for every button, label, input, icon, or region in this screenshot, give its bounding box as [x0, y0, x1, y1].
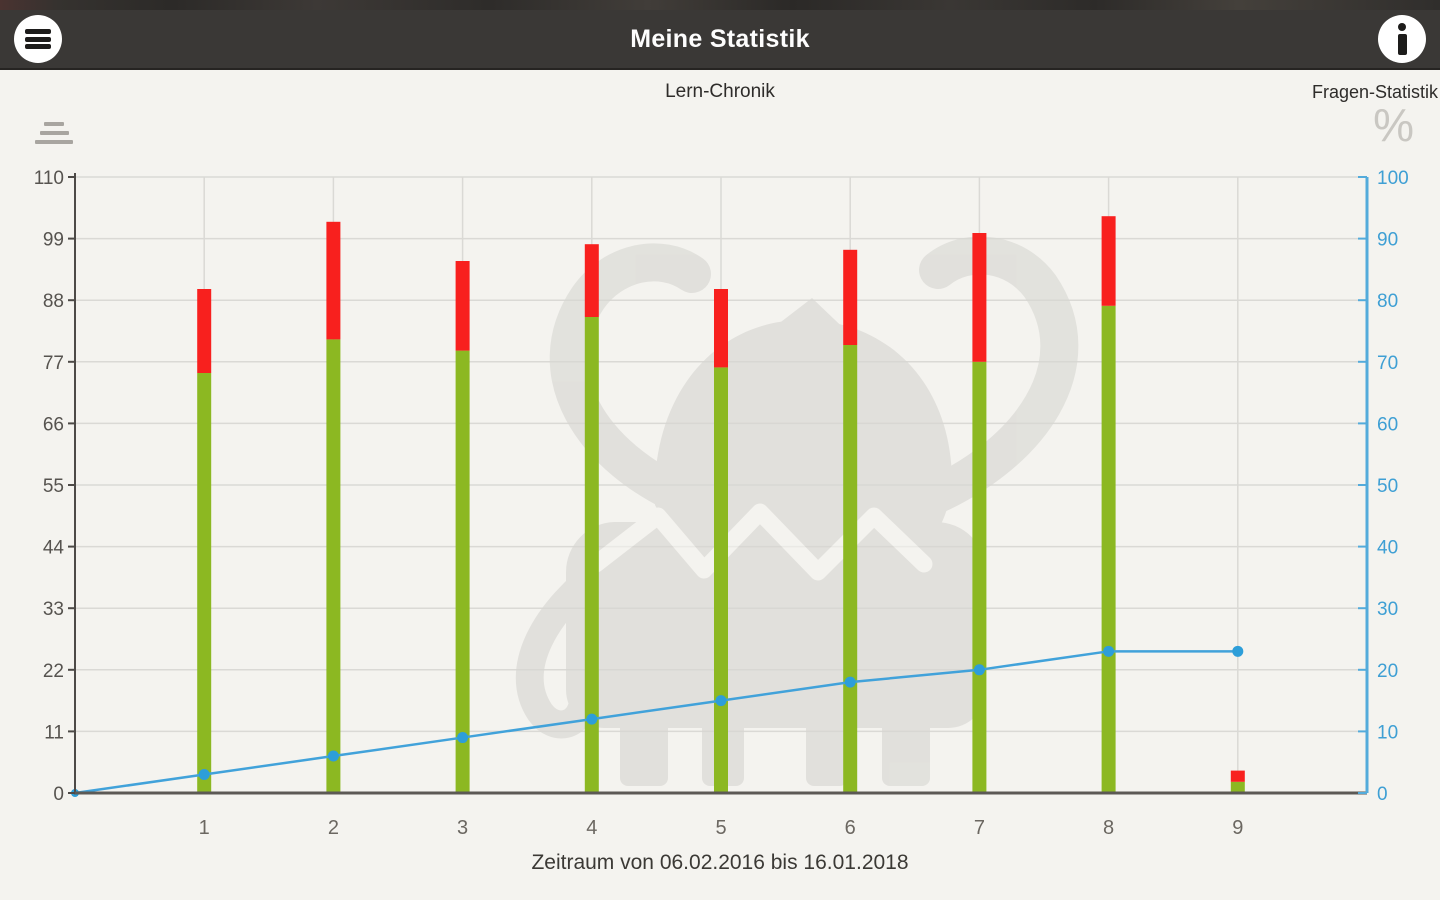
line-point-7 — [973, 664, 985, 676]
bar-green-3 — [455, 350, 470, 792]
bar-red-8 — [1101, 216, 1116, 306]
right-tick-30: 30 — [1377, 599, 1398, 620]
line-point-4 — [586, 713, 598, 725]
axis-tick-labels: 0112233445566778899110010203040506070809… — [34, 168, 1409, 839]
line-point-8 — [1103, 645, 1115, 657]
right-tick-0: 0 — [1377, 784, 1388, 805]
left-tick-55: 55 — [43, 476, 64, 497]
left-tick-99: 99 — [43, 230, 64, 251]
x-tick-8: 8 — [1103, 817, 1114, 839]
mammoth-watermark-icon — [515, 236, 1079, 786]
bar-series-legend-icon — [35, 122, 73, 144]
chart-axes — [68, 173, 1369, 795]
bar-red-6 — [843, 249, 858, 345]
right-tick-20: 20 — [1377, 661, 1398, 682]
right-tick-50: 50 — [1377, 476, 1398, 497]
left-tick-77: 77 — [43, 353, 64, 374]
line-point-1 — [198, 769, 210, 781]
date-range-caption: Zeitraum von 06.02.2016 bis 16.01.2018 — [531, 851, 909, 874]
left-tick-22: 22 — [43, 661, 64, 682]
left-tick-33: 33 — [43, 599, 64, 620]
bar-red-1 — [197, 289, 212, 373]
x-tick-3: 3 — [457, 817, 468, 839]
bar-red-4 — [584, 244, 599, 317]
right-tick-100: 100 — [1377, 168, 1409, 189]
left-axis-title: Lern-Chronik — [665, 81, 775, 102]
bar-green-8 — [1101, 305, 1116, 792]
right-tick-70: 70 — [1377, 353, 1398, 374]
right-tick-80: 80 — [1377, 291, 1398, 312]
bar-red-2 — [326, 221, 341, 340]
right-tick-40: 40 — [1377, 538, 1398, 559]
info-icon — [1397, 23, 1407, 55]
x-tick-4: 4 — [586, 817, 597, 839]
left-tick-88: 88 — [43, 291, 64, 312]
left-tick-0: 0 — [53, 784, 64, 805]
x-tick-1: 1 — [199, 817, 210, 839]
x-tick-7: 7 — [974, 817, 985, 839]
menu-button[interactable] — [14, 15, 62, 63]
right-axis-title: Fragen-Statistik — [1311, 82, 1438, 102]
app-header: Meine Statistik — [0, 10, 1440, 70]
bar-series — [197, 216, 1245, 792]
line-point-9 — [1232, 645, 1244, 657]
line-point-2 — [327, 750, 339, 762]
right-tick-90: 90 — [1377, 230, 1398, 251]
left-tick-44: 44 — [43, 538, 65, 559]
bar-green-9 — [1230, 781, 1245, 792]
right-tick-60: 60 — [1377, 414, 1398, 435]
page-title: Meine Statistik — [630, 24, 810, 53]
info-button[interactable] — [1378, 15, 1426, 63]
x-tick-2: 2 — [328, 817, 339, 839]
bar-red-9 — [1230, 770, 1245, 782]
bar-red-7 — [972, 233, 987, 362]
left-tick-110: 110 — [34, 168, 64, 189]
bar-green-7 — [972, 361, 987, 792]
bar-green-4 — [584, 317, 599, 792]
x-tick-5: 5 — [715, 817, 726, 839]
percent-line — [74, 650, 1238, 795]
status-bar — [0, 0, 1440, 10]
line-point-6 — [844, 676, 856, 688]
left-tick-66: 66 — [43, 414, 64, 435]
right-tick-10: 10 — [1377, 722, 1398, 743]
bar-red-3 — [455, 261, 470, 351]
line-point-5 — [715, 695, 727, 707]
left-tick-11: 11 — [44, 722, 64, 743]
bar-green-6 — [843, 345, 858, 792]
bar-red-5 — [714, 289, 728, 368]
x-tick-6: 6 — [845, 817, 856, 839]
bar-green-5 — [714, 367, 728, 792]
x-tick-9: 9 — [1232, 817, 1243, 839]
bar-green-1 — [197, 373, 212, 792]
bar-green-2 — [326, 339, 341, 792]
hamburger-icon — [25, 27, 51, 52]
percent-icon: % — [1373, 99, 1414, 151]
line-point-3 — [457, 732, 469, 744]
